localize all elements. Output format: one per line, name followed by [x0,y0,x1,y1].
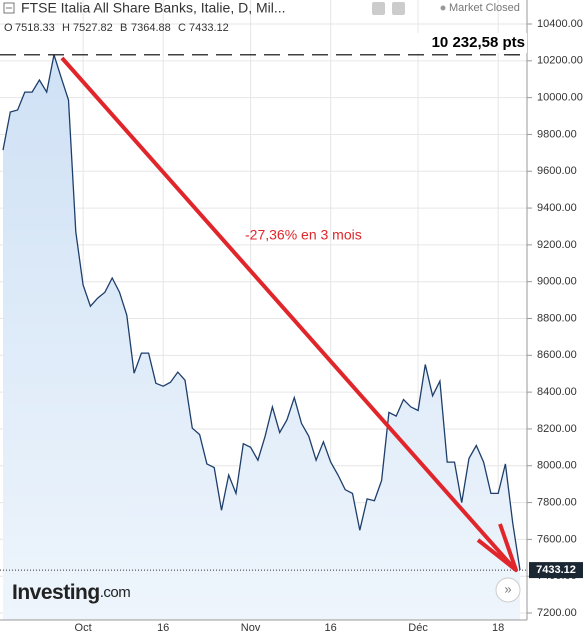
x-tick-label: 16 [325,622,337,634]
y-tick-label: 9400.00 [537,202,577,214]
ohlc-value: 7527.82 [73,22,113,34]
last-price-label: 7433.12 [536,564,576,576]
y-tick-label: 10200.00 [537,55,583,67]
settings-icon[interactable] [372,2,385,15]
y-tick-label: 7600.00 [537,533,577,545]
y-tick-label: 7800.00 [537,496,577,508]
ohlc-value: 7518.33 [15,22,55,34]
peak-annotation: 10 232,58 pts [432,34,525,51]
line [2,54,521,571]
ohlc-key: C [178,22,186,34]
status-dot [440,5,446,11]
ohlc-key: O [4,22,13,34]
logo: Investing.com [12,581,130,604]
market-status: Market Closed [449,2,520,14]
y-tick-label: 10400.00 [537,18,583,30]
change-annotation: -27,36% en 3 mois [245,227,362,243]
x-tick-label: Oct [75,622,92,634]
scroll-button[interactable] [495,577,521,603]
x-tick-label: 18 [492,622,504,634]
y-tick-label: 9800.00 [537,128,577,140]
ohlc-key: H [62,22,70,34]
peak-label-bg [408,33,527,53]
plot [0,54,527,621]
y-tick-label: 7200.00 [537,607,577,619]
chart-title: FTSE Italia All Share Banks, Italie, D, … [21,0,286,16]
x-tick-label: 16 [157,622,169,634]
logo-suffix: .com [100,584,131,601]
y-tick-label: 8600.00 [537,349,577,361]
area [3,54,520,621]
ohlc-key: B [120,22,127,34]
logo-brand: Investing [12,581,100,604]
collapse-icon[interactable] [3,2,15,14]
last-price-tag [529,562,583,579]
y-tick-label: 9000.00 [537,276,577,288]
ohlc: O 7518.33 H 7527.82 B 7364.88 C 7433.12 [4,22,229,34]
close-icon[interactable] [392,2,405,15]
y-tick-label: 8800.00 [537,312,577,324]
y-tick-label: 9200.00 [537,239,577,251]
y-tick-label: 10000.00 [537,92,583,104]
y-tick-label: 8200.00 [537,423,577,435]
trend-arrow [60,56,518,572]
y-tick-label: 9600.00 [537,165,577,177]
x-tick-label: Déc [408,622,428,634]
x-tick-label: Nov [241,622,261,634]
ohlc-value: 7364.88 [131,22,171,34]
ohlc-value: 7433.12 [189,22,229,34]
y-tick-label: 8400.00 [537,386,577,398]
y-tick-label: 8000.00 [537,460,577,472]
scroll-icon: » [504,581,511,596]
